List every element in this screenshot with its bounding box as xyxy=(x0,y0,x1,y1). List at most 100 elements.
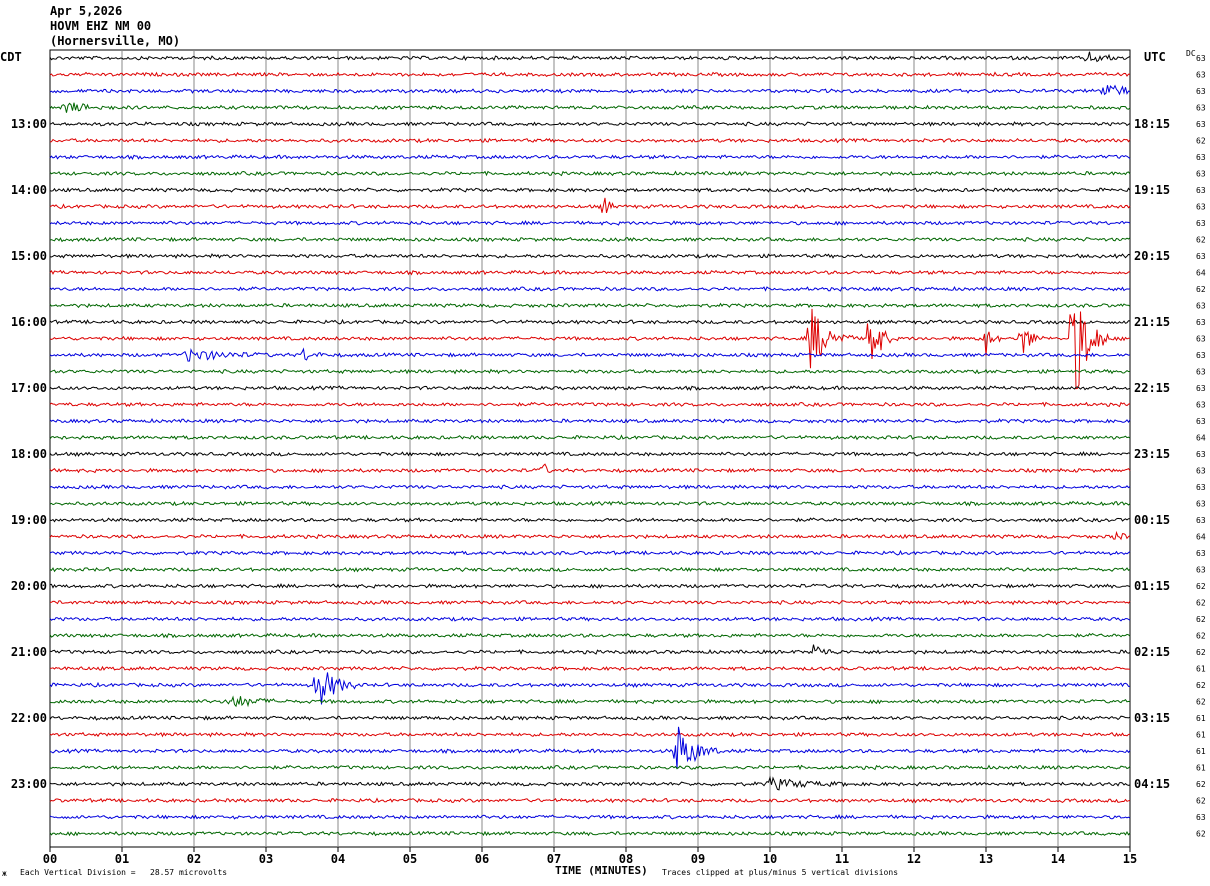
left-time-label: 18:00 xyxy=(11,447,47,461)
trace-row xyxy=(49,285,1131,292)
trace-row xyxy=(49,137,1131,144)
dc-offset-label: 63 xyxy=(1196,368,1206,377)
trace-row xyxy=(49,368,1131,375)
left-time-label: 19:00 xyxy=(11,513,47,527)
x-tick-label: 00 xyxy=(43,852,57,866)
dc-offset-label: 63 xyxy=(1196,104,1206,113)
dc-offset-label: 63 xyxy=(1196,549,1206,558)
trace-row xyxy=(49,616,1131,622)
trace-row xyxy=(49,672,1130,705)
dc-offset-label: 63 xyxy=(1196,71,1206,80)
right-time-label: 03:15 xyxy=(1134,711,1170,725)
trace-row xyxy=(49,665,1131,672)
dc-offset-label: 63 xyxy=(1196,153,1206,162)
seismic-traces xyxy=(49,51,1131,837)
right-time-label: 01:15 xyxy=(1134,579,1170,593)
x-tick-label: 06 xyxy=(475,852,489,866)
plot-grid xyxy=(49,49,1131,852)
trace-row xyxy=(49,731,1131,738)
dc-offset-label: 61 xyxy=(1196,747,1206,756)
x-tick-label: 08 xyxy=(619,852,633,866)
dc-offset-label: 62 xyxy=(1196,797,1206,806)
dc-offset-label: 63 xyxy=(1196,54,1206,63)
trace-row xyxy=(49,308,1130,390)
clip-note: Traces clipped at plus/minus 5 vertical … xyxy=(662,868,899,877)
dc-offset-label: 64 xyxy=(1196,533,1206,542)
footer-left-mark: ж xyxy=(2,869,7,878)
dc-offset-label: 63 xyxy=(1196,384,1206,393)
dc-offset-label: 62 xyxy=(1196,599,1206,608)
trace-row xyxy=(49,549,1131,556)
dc-offset-label: 63 xyxy=(1196,302,1206,311)
left-time-label: 15:00 xyxy=(11,249,47,263)
trace-row xyxy=(49,121,1131,127)
left-time-label: 23:00 xyxy=(11,777,47,791)
trace-row xyxy=(49,71,1131,78)
dc-offset-label: 62 xyxy=(1196,698,1206,707)
x-tick-label: 03 xyxy=(259,852,273,866)
dc-offset-label: 62 xyxy=(1196,681,1206,690)
dc-offset-label: 62 xyxy=(1196,285,1206,294)
trace-row xyxy=(49,318,1131,325)
trace-row xyxy=(49,302,1131,309)
trace-row xyxy=(49,463,1131,474)
dc-offset-label: 63 xyxy=(1196,566,1206,575)
trace-row xyxy=(49,644,1131,655)
dc-offset-label: 63 xyxy=(1196,813,1206,822)
trace-row xyxy=(49,451,1131,457)
trace-row xyxy=(49,797,1131,804)
dc-offset-label: 62 xyxy=(1196,780,1206,789)
axis-labels: 00 01 02 03 04 05 06 07 08 09 10 11 12 13 14 15 63 63 63 63… xyxy=(11,54,1206,866)
trace-row xyxy=(49,187,1131,193)
trace-row xyxy=(49,715,1131,721)
x-tick-label: 15 xyxy=(1123,852,1137,866)
right-time-label: 02:15 xyxy=(1134,645,1170,659)
dc-offset-label: 63 xyxy=(1196,87,1206,96)
trace-row xyxy=(49,84,1131,96)
trace-row xyxy=(49,236,1131,243)
dc-offset-label: 62 xyxy=(1196,137,1206,146)
dc-offset-label: 63 xyxy=(1196,203,1206,212)
x-tick-label: 01 xyxy=(115,852,129,866)
header-date: Apr 5,2026 xyxy=(50,4,123,18)
header-location: (Hornersville, MO) xyxy=(50,34,181,48)
dc-offset-label: 62 xyxy=(1196,648,1206,657)
left-time-label: 20:00 xyxy=(11,579,47,593)
trace-row xyxy=(49,385,1131,392)
dc-offset-label: 64 xyxy=(1196,269,1206,278)
dc-offset-label: 64 xyxy=(1196,434,1206,443)
trace-row xyxy=(49,154,1131,161)
dc-offset-label: 63 xyxy=(1196,335,1206,344)
dc-offset-label: 61 xyxy=(1196,665,1206,674)
left-time-label: 22:00 xyxy=(11,711,47,725)
dc-offset-label: 63 xyxy=(1196,252,1206,261)
dc-offset-label: 62 xyxy=(1196,830,1206,839)
dc-offset-label: 63 xyxy=(1196,219,1206,228)
x-tick-label: 04 xyxy=(331,852,345,866)
trace-row xyxy=(49,434,1131,441)
trace-row xyxy=(49,566,1131,573)
plot-frame xyxy=(49,49,1131,848)
trace-row xyxy=(49,830,1131,837)
dc-offset-label: 63 xyxy=(1196,450,1206,459)
trace-row xyxy=(49,253,1131,259)
x-tick-label: 14 xyxy=(1051,852,1065,866)
dc-offset-label: 61 xyxy=(1196,714,1206,723)
x-tick-label: 12 xyxy=(907,852,921,866)
vertical-scale-note: Each Vertical Division = 28.57 microvolt… xyxy=(20,868,228,877)
right-time-label: 21:15 xyxy=(1134,315,1170,329)
trace-row xyxy=(49,102,1131,113)
dc-offset-label: 63 xyxy=(1196,186,1206,195)
right-time-label: 04:15 xyxy=(1134,777,1170,791)
trace-row xyxy=(49,347,1131,362)
header-station: HOVM EHZ NM 00 xyxy=(50,19,152,33)
trace-row xyxy=(49,417,1131,424)
trace-row xyxy=(49,197,1131,214)
left-time-label: 13:00 xyxy=(11,117,47,131)
right-time-label: 00:15 xyxy=(1134,513,1170,527)
dc-offset-label: 63 xyxy=(1196,120,1206,129)
dc-offset-label: 62 xyxy=(1196,582,1206,591)
dc-offset-label: 63 xyxy=(1196,500,1206,509)
dc-offset-label: 61 xyxy=(1196,764,1206,773)
dc-offset-label: 63 xyxy=(1196,351,1206,360)
